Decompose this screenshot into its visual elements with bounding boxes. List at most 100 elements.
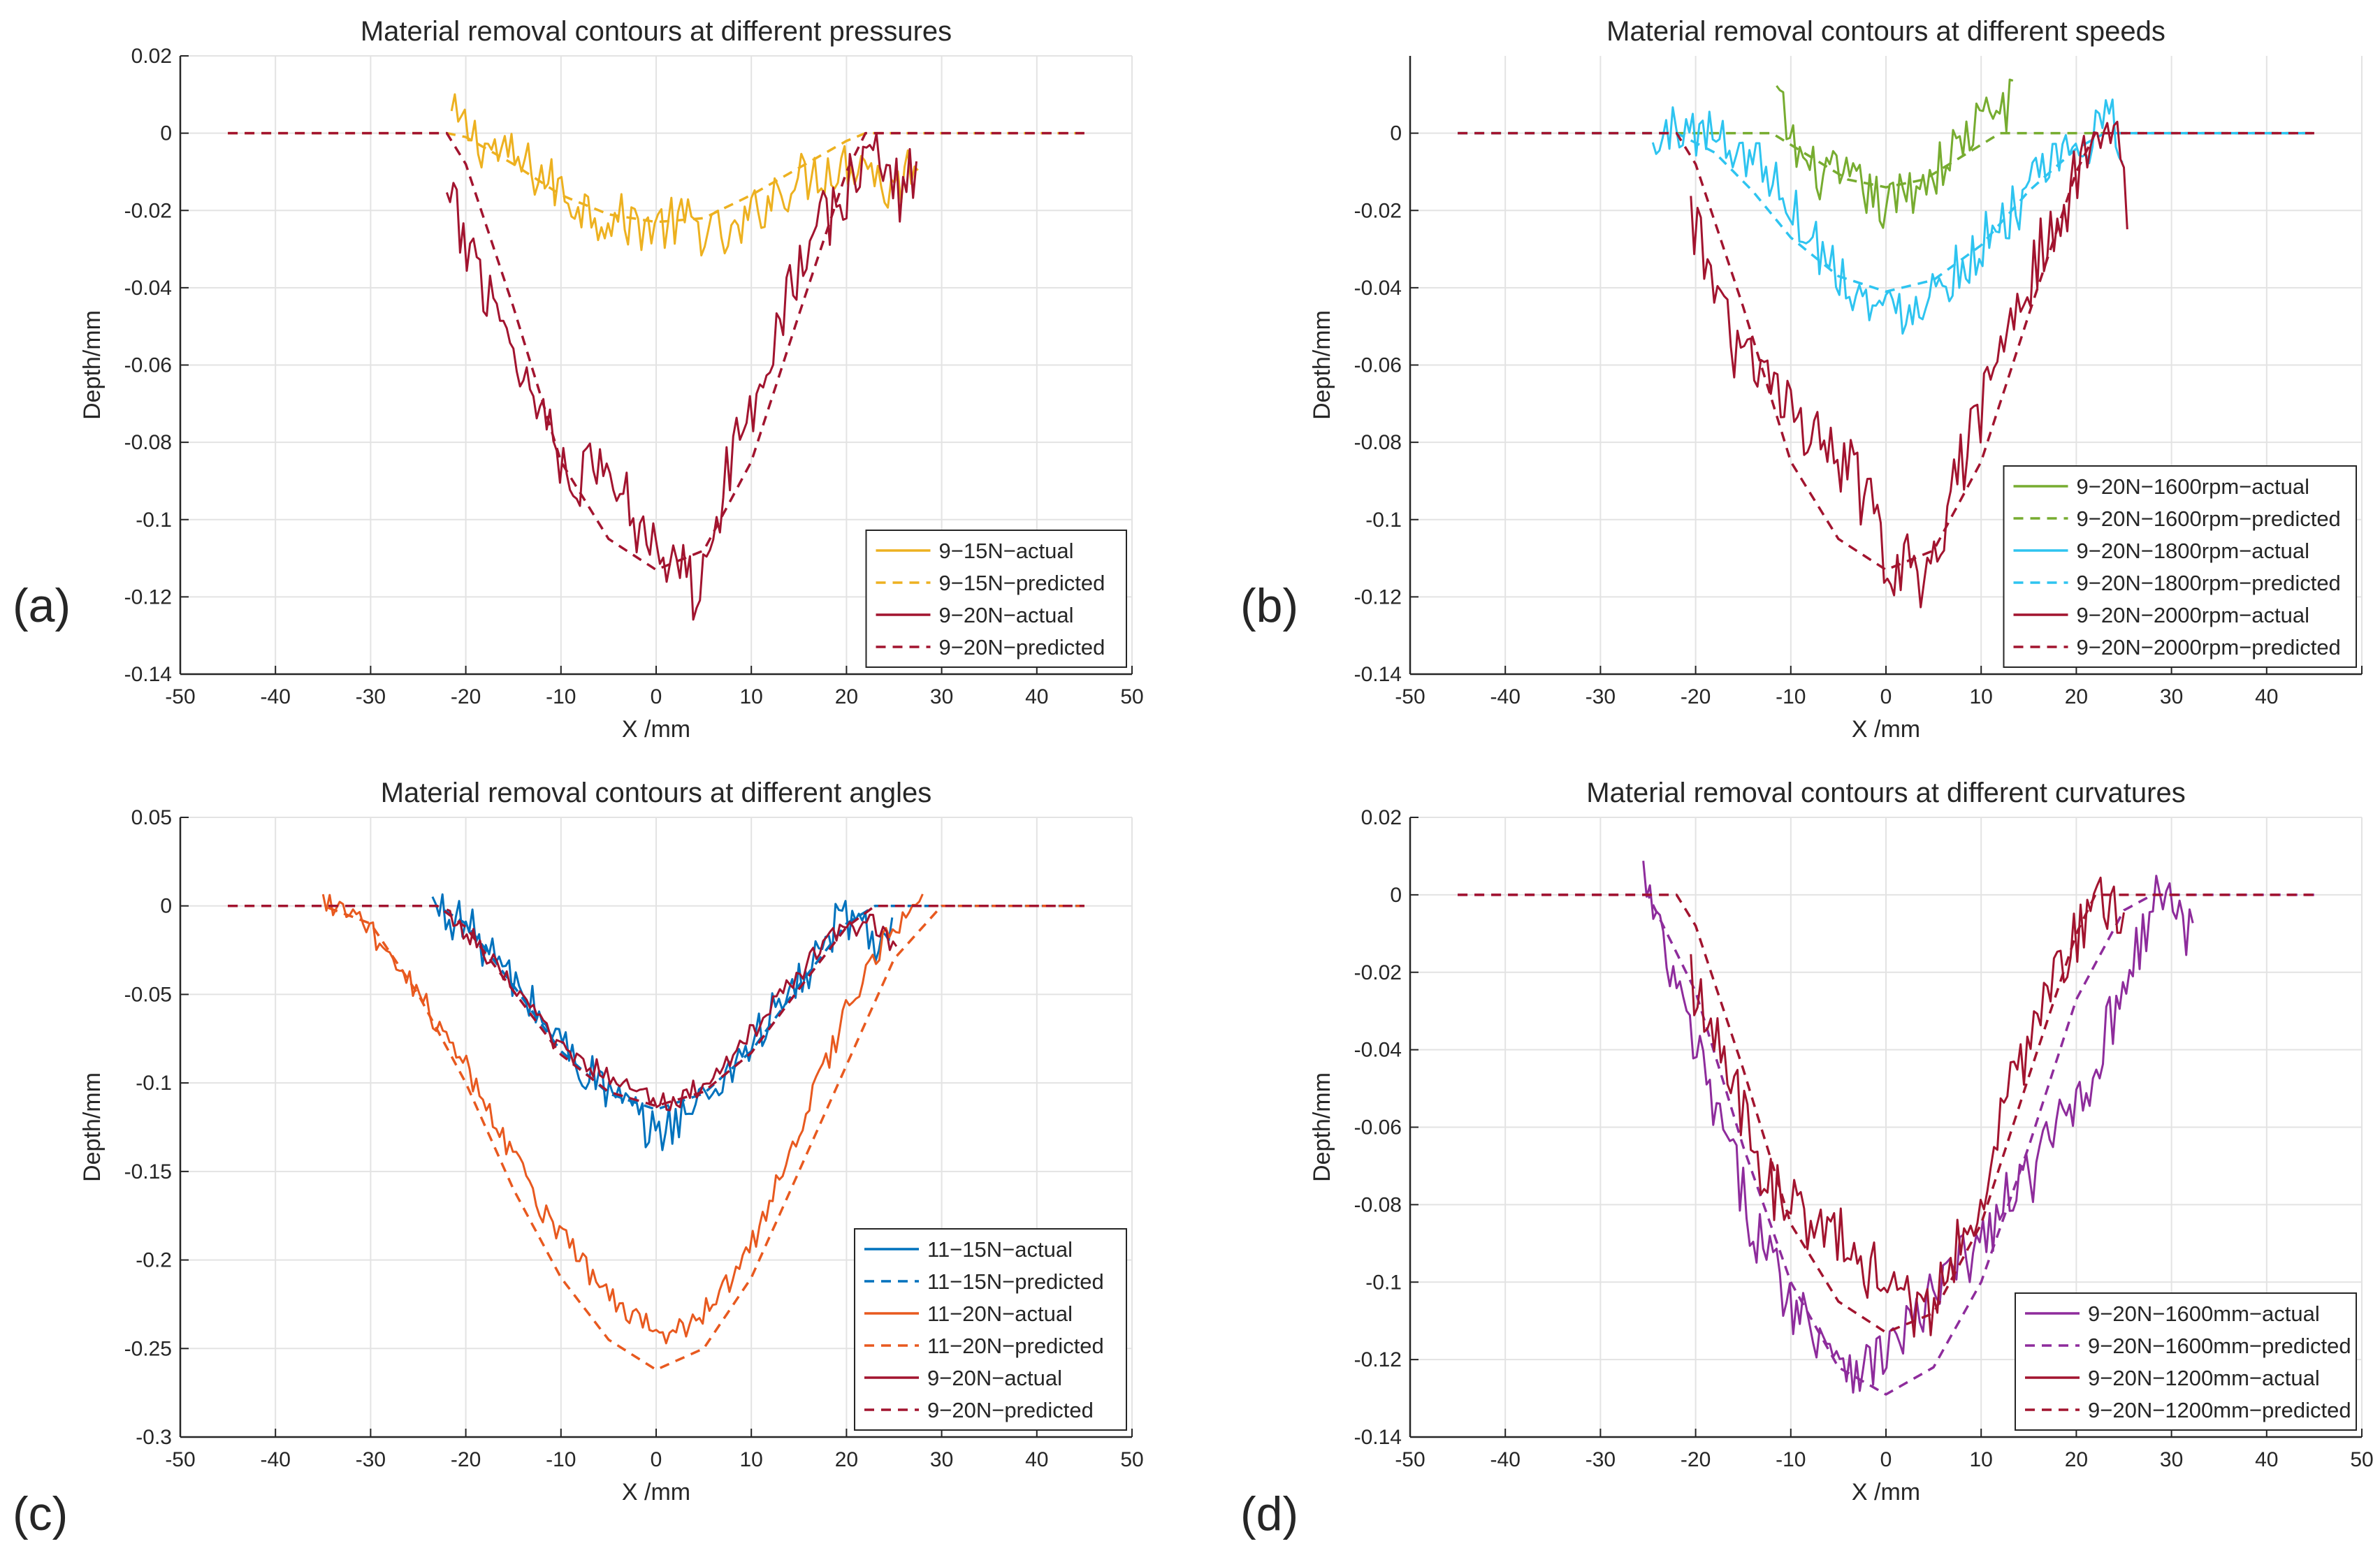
y-tick-label: -0.15	[124, 1160, 172, 1183]
legend-label: 11−20N−actual	[927, 1302, 1073, 1326]
legend-label: 9−20N−1800rpm−predicted	[2077, 571, 2341, 595]
y-tick-label: -0.02	[1354, 199, 1402, 222]
y-tick-label: -0.1	[1365, 1271, 1402, 1294]
x-tick-label: 50	[1120, 685, 1143, 708]
legend-label: 9−20N−1200mm−actual	[2088, 1366, 2320, 1390]
legend-box	[2003, 465, 2357, 668]
x-tick-label: 10	[740, 1448, 763, 1471]
chart-panel-a: -50 -40 -30 -20 -10 0 10 20 30 40 50 0.02 0 -0.02 -0.0…	[13, 16, 1144, 743]
y-tick-label: -0.02	[124, 199, 172, 222]
legend-box	[865, 530, 1127, 668]
x-tick-label: 50	[2350, 1448, 2373, 1471]
legend-label: 11−15N−actual	[927, 1237, 1073, 1262]
series-group	[228, 893, 1084, 1371]
x-tick-label: -10	[1776, 1448, 1806, 1471]
legend-label: 9−20N−1600rpm−actual	[2077, 474, 2310, 499]
chart-title: Material removal contours at different s…	[1606, 16, 2165, 47]
x-tick-label: 30	[930, 685, 953, 708]
x-tick-label: 40	[1025, 685, 1048, 708]
chart-title: Material removal contours at different p…	[361, 16, 952, 47]
series-line-1	[431, 893, 894, 1151]
x-tick-label: 10	[740, 685, 763, 708]
y-tick-label: -0.12	[1354, 585, 1402, 608]
x-tick-label: 10	[1970, 1448, 1993, 1471]
x-tick-label: -20	[1681, 685, 1711, 708]
x-tick-label: 40	[1025, 1448, 1048, 1471]
chart-panel-c: -50 -40 -30 -20 -10 0 10 20 30 40 50 0.05 0 -0.05 -0.1…	[13, 778, 1144, 1540]
x-tick-label: -10	[546, 685, 576, 708]
y-axis-label: Depth/mm	[79, 1072, 106, 1182]
series-group	[1458, 861, 2314, 1396]
y-tick-label: -0.06	[1354, 1116, 1402, 1139]
panel-label: (a)	[13, 579, 71, 632]
legend-label: 9−15N−predicted	[939, 571, 1105, 595]
legend-label: 9−20N−1600rpm−predicted	[2077, 506, 2341, 531]
y-tick-label: -0.14	[1354, 663, 1402, 686]
series-line-6	[1458, 131, 2314, 571]
series-line-5	[446, 908, 898, 1111]
x-tick-label: -40	[261, 685, 291, 708]
y-tick-label: 0.02	[131, 45, 172, 68]
legend-label: 11−15N−predicted	[927, 1269, 1104, 1294]
x-tick-label: 40	[2255, 685, 2278, 708]
x-tick-label: -40	[261, 1448, 291, 1471]
x-tick-label: -50	[165, 1448, 195, 1471]
x-tick-label: 0	[1880, 685, 1892, 708]
y-tick-label: -0.14	[1354, 1426, 1402, 1449]
series-line-5	[1690, 120, 2128, 608]
chart-panel-b: -50 -40 -30 -20 -10 0 10 20 30 40 0 -0.02 -0.04 -0.06…	[1240, 16, 2363, 743]
x-tick-label: 50	[1120, 1448, 1143, 1471]
legend-label: 9−20N−1800rpm−actual	[2077, 539, 2310, 563]
legend-label: 9−15N−actual	[939, 539, 1074, 563]
x-tick-label: 40	[2255, 1448, 2278, 1471]
x-tick-label: 20	[2065, 685, 2088, 708]
x-tick-label: -50	[1395, 685, 1425, 708]
x-tick-label: 30	[2160, 1448, 2183, 1471]
y-tick-label: -0.04	[124, 277, 172, 300]
legend-label: 9−20N−1600mm−actual	[2088, 1302, 2320, 1326]
y-tick-label: -0.1	[136, 1072, 172, 1095]
x-tick-label: -10	[1776, 685, 1806, 708]
x-tick-label: -20	[451, 685, 481, 708]
x-axis-label: X /mm	[622, 716, 690, 743]
x-tick-label: -20	[1681, 1448, 1711, 1471]
y-tick-label: 0	[1390, 122, 1402, 145]
series-line-1	[1776, 78, 2014, 229]
series-line-3	[1651, 99, 2124, 335]
x-axis-label: X /mm	[622, 1479, 690, 1505]
x-tick-label: 20	[2065, 1448, 2088, 1471]
y-tick-label: -0.25	[124, 1337, 172, 1360]
legend-label: 9−20N−predicted	[939, 635, 1105, 659]
chart-title: Material removal contours at different a…	[381, 778, 932, 808]
x-tick-label: -50	[1395, 1448, 1425, 1471]
series-line-1	[450, 93, 919, 257]
y-tick-label: 0	[160, 122, 172, 145]
x-tick-label: -10	[546, 1448, 576, 1471]
y-tick-label: 0.05	[131, 806, 172, 829]
y-tick-label: -0.05	[124, 983, 172, 1006]
legend-label: 11−20N−predicted	[927, 1334, 1104, 1358]
series-group	[1458, 78, 2314, 608]
legend-label: 9−20N−2000rpm−actual	[2077, 603, 2310, 627]
x-tick-label: -30	[356, 685, 386, 708]
y-tick-label: -0.06	[124, 354, 172, 377]
y-axis-label: Depth/mm	[1309, 310, 1335, 420]
chart-title: Material removal contours at different c…	[1586, 778, 2185, 808]
panel-label: (d)	[1240, 1487, 1298, 1540]
legend-label: 9−20N−actual	[939, 603, 1074, 627]
y-tick-label: -0.08	[1354, 431, 1402, 454]
x-tick-label: 0	[651, 685, 662, 708]
legend-label: 9−20N−2000rpm−predicted	[2077, 635, 2341, 659]
x-tick-label: 20	[835, 685, 858, 708]
series-line-3	[445, 132, 917, 621]
legend-label: 9−20N−actual	[927, 1366, 1062, 1390]
x-tick-label: 0	[1880, 1448, 1892, 1471]
y-tick-label: 0	[160, 895, 172, 918]
y-tick-label: -0.3	[136, 1426, 172, 1449]
legend-label: 9−20N−predicted	[927, 1398, 1094, 1422]
panel-label: (b)	[1240, 579, 1298, 632]
y-tick-label: -0.08	[124, 431, 172, 454]
y-tick-label: -0.08	[1354, 1193, 1402, 1216]
y-tick-label: -0.12	[1354, 1348, 1402, 1371]
